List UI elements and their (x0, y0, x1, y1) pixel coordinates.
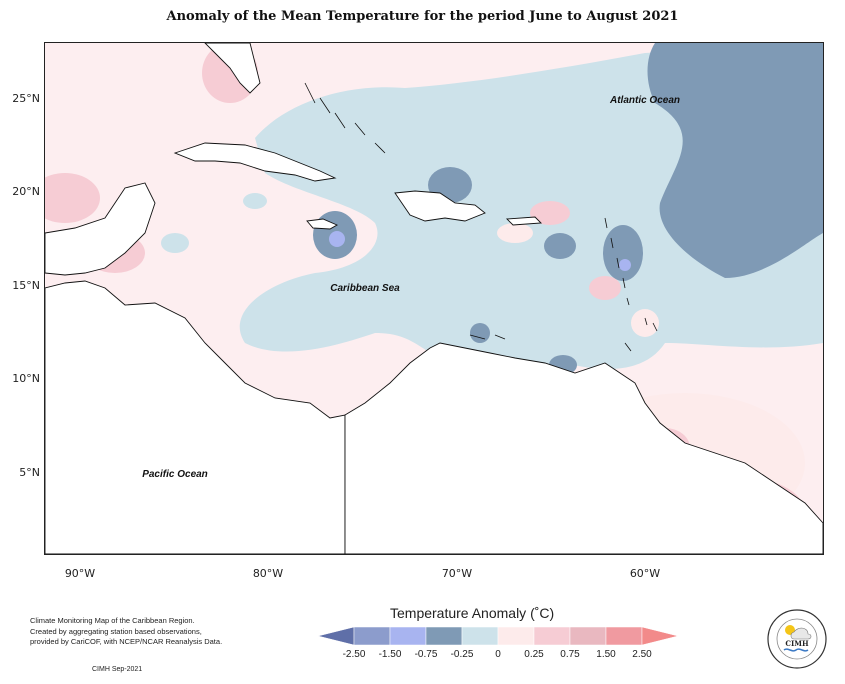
legend-tick-label: 1.50 (596, 649, 616, 660)
legend-title: Temperature Anomaly (˚C) (390, 605, 555, 621)
map-title: Anomaly of the Mean Temperature for the … (166, 9, 679, 24)
cuba (173, 142, 337, 182)
legend-tick-label: -0.75 (414, 649, 438, 660)
lesser-antilles (604, 217, 658, 352)
legend-tick-label: 0.75 (560, 649, 580, 660)
puerto-rico (505, 216, 543, 226)
legend-bar (317, 626, 679, 646)
small-islands (304, 82, 658, 352)
legend-tick-label: -0.25 (450, 649, 474, 660)
lesser-antilles-core-spot (619, 259, 631, 271)
land-masses (45, 43, 823, 554)
jamaica-core-spot (329, 231, 345, 247)
color-legend (317, 626, 679, 651)
cool-anomaly-region (239, 43, 823, 369)
credit-text: Climate Monitoring Map of the Caribbean … (30, 616, 230, 648)
anomaly-map: Atlantic Ocean Caribbean Sea Pacific Oce… (44, 42, 824, 555)
map-canvas: Atlantic Ocean Caribbean Sea Pacific Oce… (45, 43, 823, 554)
legend-tick-label: 2.50 (632, 649, 652, 660)
honduras-cool-spot (161, 233, 189, 253)
abc-islands (469, 334, 506, 340)
legend-swatch (461, 626, 499, 646)
lat-label-20n: 20°N (12, 185, 40, 198)
lesser-antilles-cool-spot (603, 225, 643, 281)
lat-label-5n: 5°N (19, 466, 40, 479)
lat-label-15n: 15°N (12, 279, 40, 292)
legend-swatch (497, 626, 535, 646)
credit-line-3: provided by CariCOF, with NCEP/NCAR Rean… (30, 637, 223, 646)
lat-label-10n: 10°N (12, 372, 40, 385)
lat-label-25n: 25°N (12, 92, 40, 105)
legend-swatch (569, 626, 607, 646)
yucatan (45, 182, 156, 276)
atlantic-ocean-label: Atlantic Ocean (609, 95, 680, 106)
guadeloupe-warm-spot (589, 276, 621, 300)
jamaica (306, 218, 339, 230)
virgin-islands-warm-spot (530, 201, 570, 225)
atlantic-cool-anomaly (647, 43, 823, 278)
pacific-ocean-label: Pacific Ocean (142, 469, 208, 480)
credit-stamp: CIMH Sep-2021 (92, 666, 143, 673)
legend-swatch (353, 626, 391, 646)
cimh-emblem: CIMH (767, 609, 827, 669)
legend-tick-label: 0.25 (524, 649, 544, 660)
yucatan-cool-spot (243, 193, 267, 209)
legend-swatch (641, 626, 679, 646)
legend-tick-label: 0 (495, 649, 501, 660)
florida (204, 43, 261, 94)
legend-swatch (389, 626, 427, 646)
lon-label-80w: 80°W (252, 567, 284, 580)
cimh-logo: CIMH (766, 608, 828, 670)
south-america (344, 342, 823, 554)
credit-line-1: Climate Monitoring Map of the Caribbean … (30, 616, 195, 625)
bahamas (304, 82, 386, 154)
lon-label-70w: 70°W (441, 567, 473, 580)
barbados-warm-spot (631, 309, 659, 337)
cloud-icon (790, 627, 812, 640)
legend-tick-label: -1.50 (378, 649, 402, 660)
puerto-rico-cool-spot (544, 233, 576, 259)
legend-swatch (605, 626, 643, 646)
legend-tick-label: -2.50 (342, 649, 366, 660)
legend-swatch (533, 626, 571, 646)
credit-line-2: Created by aggregating station based obs… (30, 626, 202, 636)
lon-label-90w: 90°W (64, 567, 96, 580)
hispaniola (394, 190, 486, 222)
legend-swatch (425, 626, 463, 646)
logo-text: CIMH (785, 639, 809, 648)
gulf-warm-spot (45, 173, 100, 223)
wave-icon (783, 648, 809, 652)
caribbean-sea-label: Caribbean Sea (330, 283, 400, 294)
puerto-rico-warm-spot (497, 223, 533, 243)
curacao-cool-spot (470, 323, 490, 343)
legend-swatch (317, 626, 355, 646)
lon-label-60w: 60°W (629, 567, 661, 580)
